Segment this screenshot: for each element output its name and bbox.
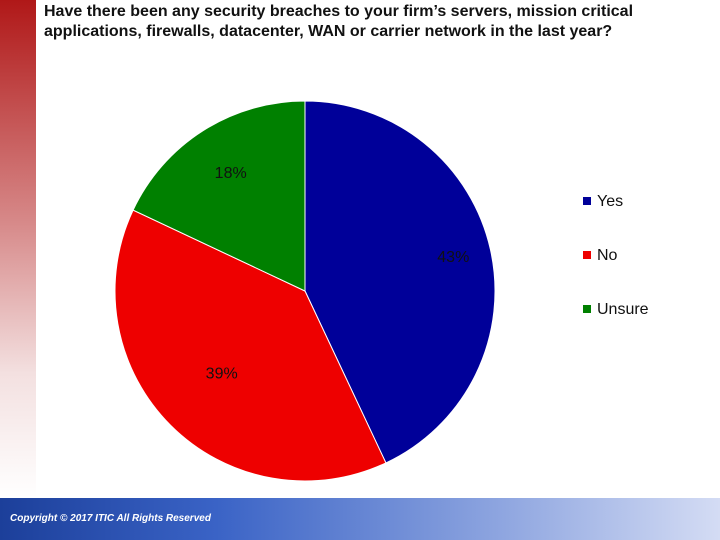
pie-chart: 43% 39% 18% Yes No Unsure — [114, 100, 649, 482]
legend-swatch-no — [583, 251, 591, 259]
pie-slice-yes — [304, 100, 496, 464]
footer-bar: Copyright © 2017 ITIC All Rights Reserve… — [0, 498, 720, 540]
data-label-yes: 43% — [437, 249, 469, 266]
left-accent-bar — [0, 0, 36, 498]
data-label-no: 39% — [206, 366, 238, 383]
pie-slice-no — [114, 209, 387, 482]
legend-swatch-yes — [583, 197, 591, 205]
legend-label-yes: Yes — [597, 193, 623, 210]
legend-label-unsure: Unsure — [597, 301, 649, 318]
slide-title: Have there been any security breaches to… — [44, 3, 634, 40]
legend-label-no: No — [597, 247, 618, 264]
pie-slices — [114, 100, 496, 482]
data-label-unsure: 18% — [215, 165, 247, 182]
legend-swatch-unsure — [583, 305, 591, 313]
pie-slice-labels: 43% 39% 18% — [206, 165, 470, 382]
pie-slice-unsure — [132, 100, 306, 292]
copyright-text: Copyright © 2017 ITIC All Rights Reserve… — [10, 513, 211, 524]
chart-legend: Yes No Unsure — [583, 193, 649, 318]
